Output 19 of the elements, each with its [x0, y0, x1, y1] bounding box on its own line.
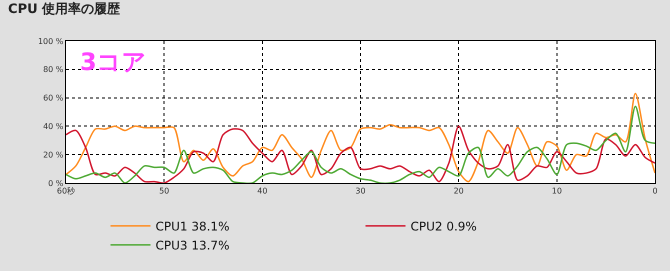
line-series: [66, 125, 655, 183]
x-tick-label: 0: [652, 186, 658, 196]
x-tick-label: 20: [454, 186, 464, 196]
x-tick-label: 50: [159, 186, 170, 196]
y-tick-label: 0 %: [48, 178, 64, 188]
x-tick-label: 60秒: [56, 186, 76, 196]
legend-label: CPU2 0.9%: [410, 220, 477, 234]
x-tick-label: 30: [355, 186, 366, 196]
legend-label: CPU3 13.7%: [156, 238, 230, 253]
x-tick-label: 10: [552, 186, 562, 196]
legend-label: CPU1 38.1%: [156, 220, 230, 234]
y-tick-label: 60 %: [43, 94, 64, 103]
y-tick-label: 100 %: [38, 36, 64, 46]
x-tick-label: 40: [257, 186, 268, 196]
y-tick-label: 20 %: [43, 150, 64, 160]
chart-title: CPU 使用率の履歴: [8, 1, 122, 18]
y-tick-label: 80 %: [43, 65, 64, 74]
annotation: 3コア: [80, 48, 147, 76]
y-tick-label: 40 %: [43, 122, 64, 131]
